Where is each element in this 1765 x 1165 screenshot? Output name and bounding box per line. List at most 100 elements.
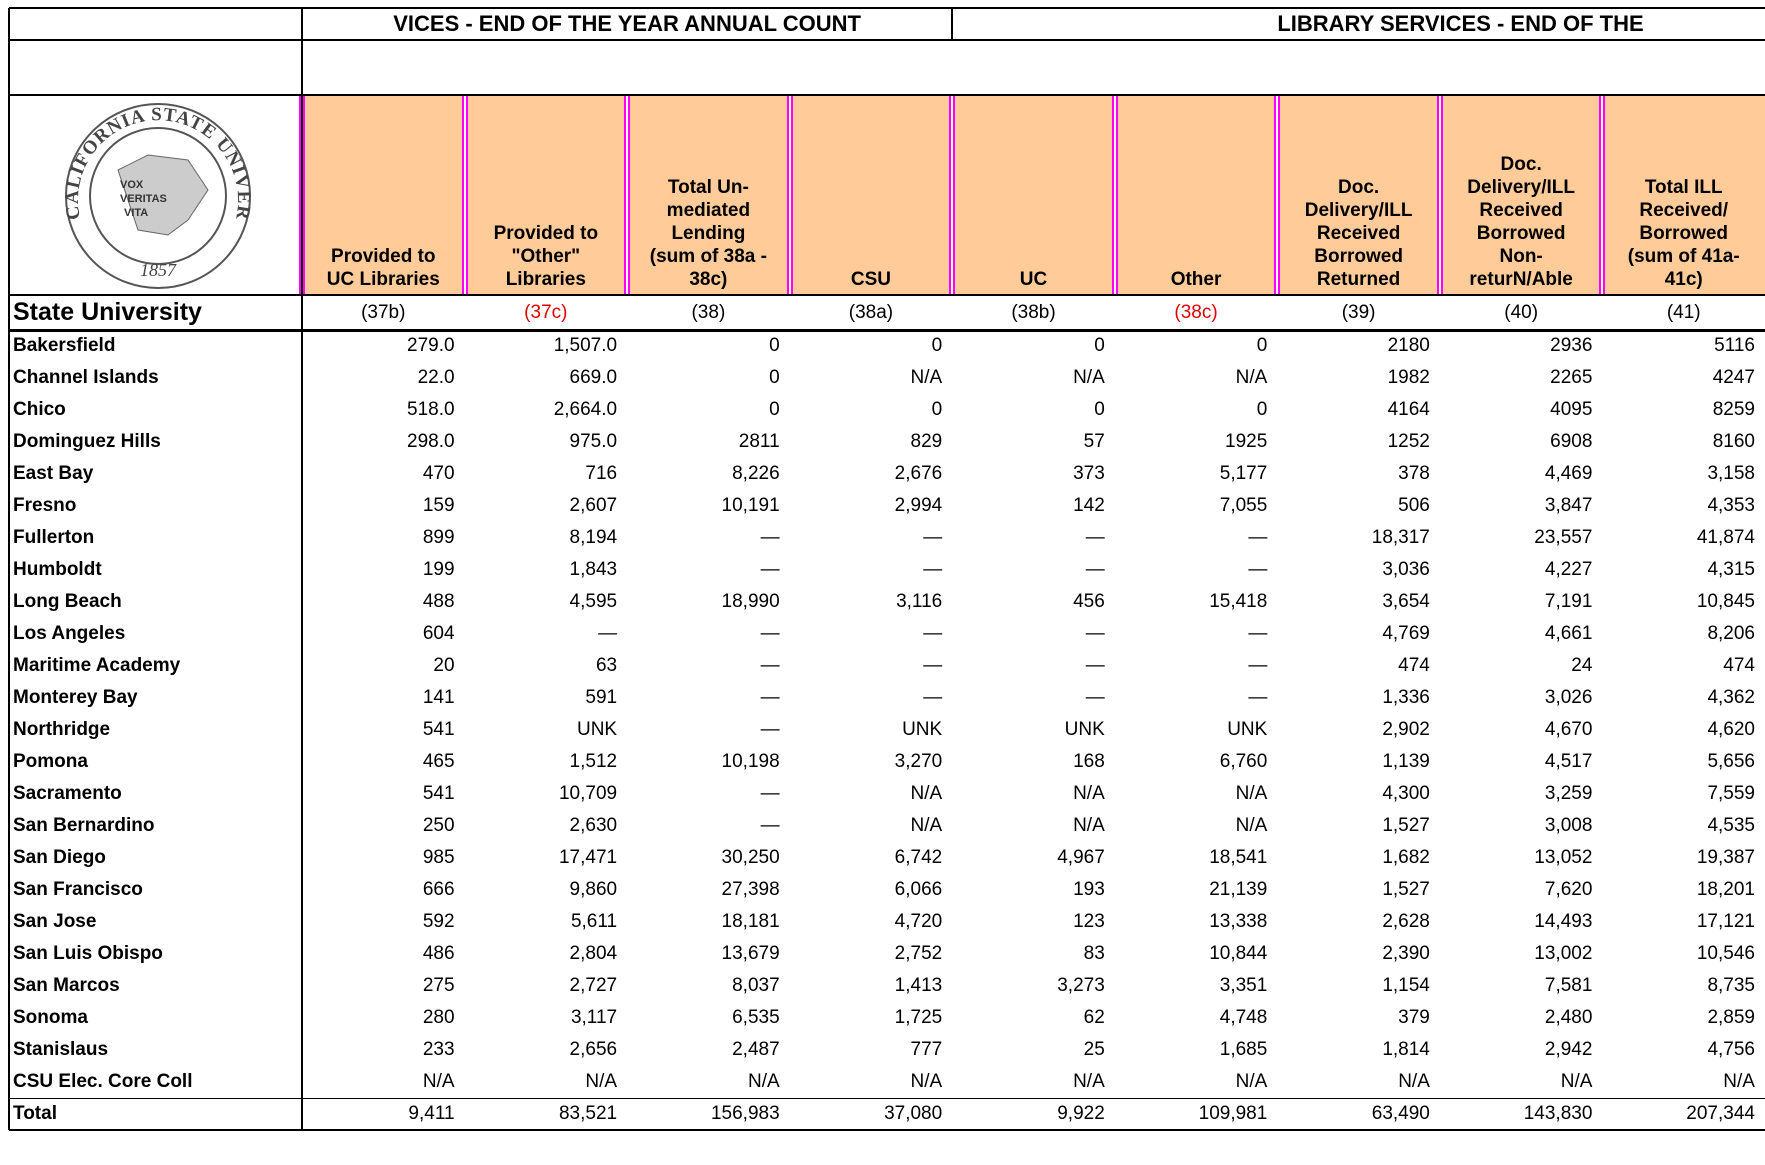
data-cell: 83 (1083, 943, 1105, 964)
data-cell: 470 (422, 463, 455, 484)
data-cell: 0 (769, 335, 780, 356)
data-cell: 1,814 (1382, 1039, 1430, 1060)
data-cell: 2180 (1387, 335, 1430, 356)
data-cell: 1,527 (1382, 815, 1430, 836)
data-cell: 4,227 (1544, 559, 1593, 580)
row-name: San Diego (13, 847, 106, 868)
data-cell: — (923, 527, 943, 548)
data-cell: 7,191 (1544, 591, 1593, 612)
data-cell: 233 (422, 1039, 455, 1060)
data-cell: — (923, 623, 943, 644)
data-cell: 19,387 (1696, 847, 1755, 868)
data-cell: 985 (422, 847, 455, 868)
grid-line (9, 1097, 1765, 1099)
data-cell: N/A (1073, 1071, 1105, 1092)
grid-line (9, 328, 1765, 332)
data-cell: 17,121 (1696, 911, 1755, 932)
column-header: Provided to "Other" Libraries (464, 95, 628, 295)
data-cell: 486 (422, 943, 455, 964)
data-cell: UNK (902, 719, 943, 740)
column-separator (786, 95, 793, 295)
data-cell: — (1248, 623, 1268, 644)
data-cell: 3,158 (1707, 463, 1755, 484)
data-cell: 159 (422, 495, 455, 516)
data-cell: 2,676 (894, 463, 943, 484)
data-cell: 6,742 (894, 847, 943, 868)
data-cell: 2,902 (1382, 719, 1430, 740)
row-name: Dominguez Hills (13, 431, 161, 452)
data-cell: 13,052 (1534, 847, 1593, 868)
data-cell: 25 (1083, 1039, 1105, 1060)
row-name: East Bay (13, 463, 94, 484)
data-cell: 4,670 (1544, 719, 1593, 740)
column-header: Doc. Delivery/ILL Received Borrowed Non-… (1439, 95, 1603, 295)
grid-line (9, 1129, 1765, 1131)
column-header: CSU (789, 95, 953, 295)
data-cell: 4,595 (569, 591, 618, 612)
data-cell: 2,630 (569, 815, 618, 836)
data-cell: 4,661 (1544, 623, 1593, 644)
data-cell: — (760, 687, 780, 708)
data-cell: 10,709 (558, 783, 618, 804)
data-cell: 3,036 (1382, 559, 1430, 580)
data-cell: 3,351 (1219, 975, 1268, 996)
data-cell: 1982 (1387, 367, 1430, 388)
data-cell: 10,844 (1209, 943, 1268, 964)
data-cell: 13,002 (1534, 943, 1593, 964)
data-cell: 669.0 (569, 367, 618, 388)
column-separator (461, 95, 468, 295)
data-cell: 7,620 (1544, 879, 1593, 900)
row-name: Northridge (13, 719, 111, 740)
data-cell: — (1085, 559, 1105, 580)
data-cell: N/A (1560, 1071, 1593, 1092)
data-cell: 4,300 (1382, 783, 1430, 804)
data-cell: N/A (910, 367, 943, 388)
data-cell: 20 (433, 655, 455, 676)
data-cell: 8160 (1712, 431, 1755, 452)
data-cell: 4,353 (1707, 495, 1755, 516)
data-cell: 13,679 (721, 943, 780, 964)
data-cell: — (760, 623, 780, 644)
data-cell: 207,344 (1686, 1103, 1755, 1124)
data-cell: 0 (931, 399, 943, 420)
data-cell: N/A (1235, 815, 1268, 836)
data-cell: 18,317 (1371, 527, 1430, 548)
data-cell: — (1248, 527, 1268, 548)
data-cell: 10,198 (721, 751, 780, 772)
row-name: Sacramento (13, 783, 122, 804)
data-cell: — (923, 655, 943, 676)
seal-motto: VOX (120, 179, 144, 191)
data-cell: 2,390 (1382, 943, 1430, 964)
column-code: (38a) (848, 302, 894, 323)
data-cell: 1,843 (569, 559, 618, 580)
data-cell: 10,191 (721, 495, 780, 516)
data-cell: 541 (422, 719, 455, 740)
column-separator (1274, 95, 1281, 295)
data-cell: 57 (1083, 431, 1105, 452)
grid-line (301, 8, 303, 1130)
data-cell: 2,487 (732, 1039, 780, 1060)
data-cell: UNK (576, 719, 618, 740)
data-cell: 279.0 (407, 335, 455, 356)
column-header: Total ILL Received/ Borrowed (sum of 41a… (1602, 95, 1765, 295)
data-cell: 199 (422, 559, 455, 580)
data-cell: 2,804 (569, 943, 618, 964)
data-cell: 975.0 (569, 431, 618, 452)
data-cell: — (1085, 527, 1105, 548)
data-cell: — (1085, 655, 1105, 676)
data-cell: 23,557 (1534, 527, 1593, 548)
data-cell: UNK (1064, 719, 1105, 740)
university-seal: THE CALIFORNIA STATE UNIVERSITY VOX VERI… (58, 100, 253, 289)
data-cell: N/A (1723, 1071, 1755, 1092)
data-cell: 250 (422, 815, 455, 836)
data-cell: 4,769 (1382, 623, 1430, 644)
data-cell: 280 (422, 1007, 455, 1028)
data-cell: 3,026 (1544, 687, 1593, 708)
data-cell: N/A (1235, 783, 1268, 804)
column-header: Provided to UC Libraries (302, 95, 465, 295)
data-cell: 474 (1723, 655, 1755, 676)
data-cell: 156,983 (710, 1103, 780, 1124)
data-cell: 9,411 (408, 1103, 455, 1124)
row-name: San Bernardino (13, 815, 155, 836)
